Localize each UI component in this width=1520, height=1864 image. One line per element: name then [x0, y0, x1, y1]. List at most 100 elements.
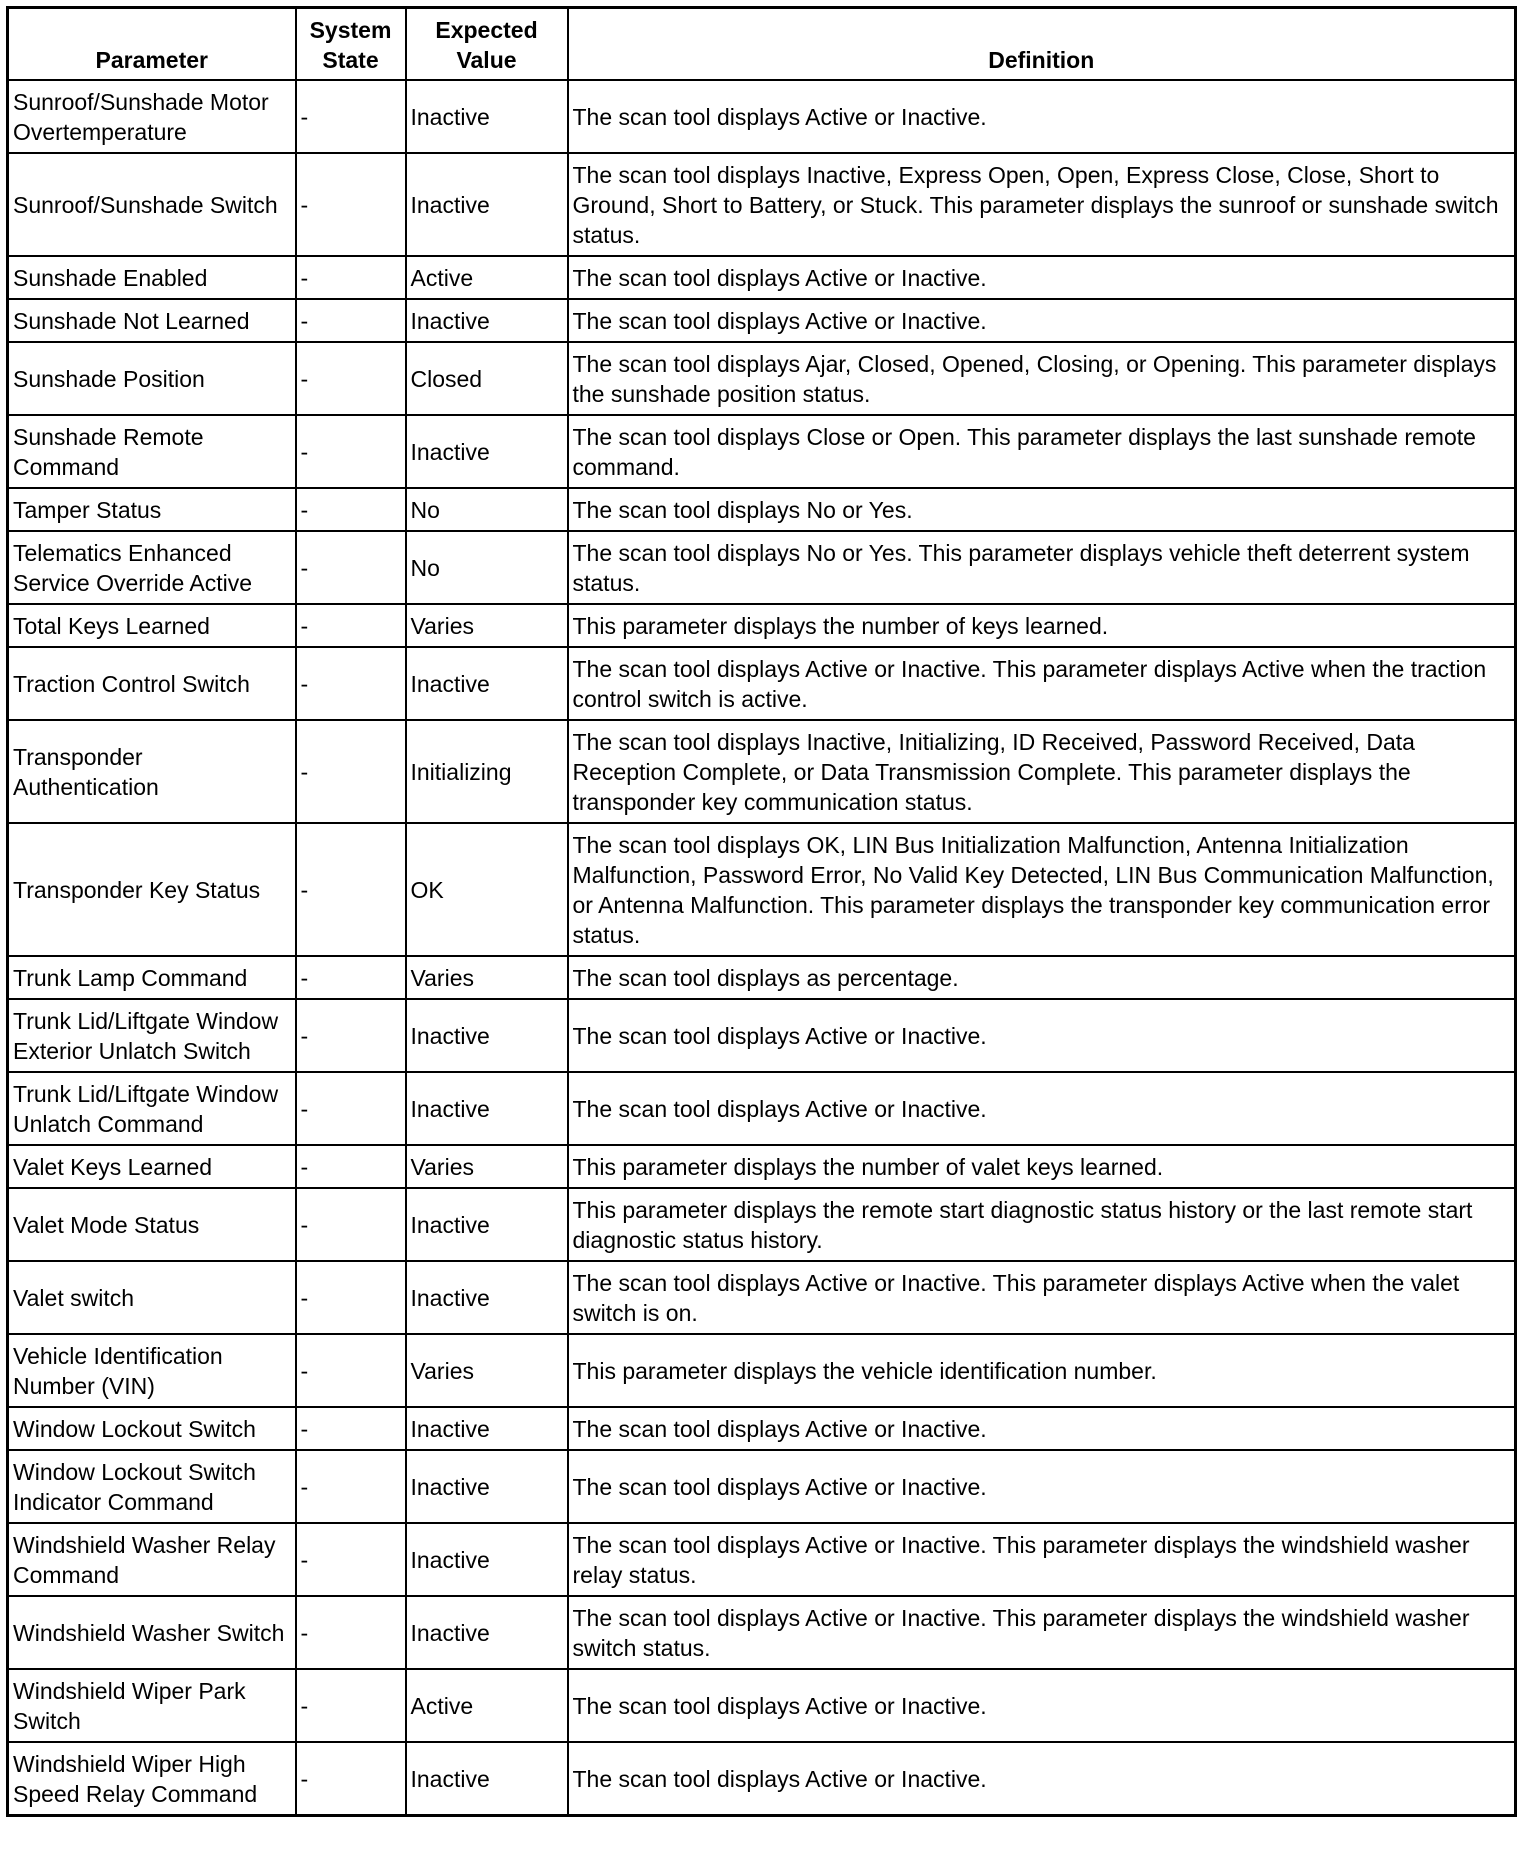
parameter-cell: Sunshade Enabled: [6, 255, 297, 300]
expected-value-cell: Inactive: [404, 1260, 569, 1335]
header-parameter: Parameter: [6, 6, 297, 81]
table-row: Total Keys Learned - Varies This parameter …: [6, 603, 1517, 648]
definition-cell: The scan tool displays No or Yes. This p…: [566, 530, 1517, 605]
parameter-cell: Tamper Status: [6, 487, 297, 532]
system-state-cell: -: [294, 79, 407, 154]
expected-value-cell: Inactive: [404, 1449, 569, 1524]
parameter-cell: Windshield Washer Switch: [6, 1595, 297, 1670]
parameter-cell: Sunroof/Sunshade Switch: [6, 152, 297, 257]
expected-value-cell: Inactive: [404, 414, 569, 489]
definition-cell: This parameter displays the remote start…: [566, 1187, 1517, 1262]
header-expected-value: Expected Value: [404, 6, 569, 81]
system-state-cell: -: [294, 1260, 407, 1335]
table-row: Trunk Lamp Command - Varies The scan tool d…: [6, 955, 1517, 1000]
parameter-cell: Valet Keys Learned: [6, 1144, 297, 1189]
system-state-cell: -: [294, 341, 407, 416]
system-state-cell: -: [294, 1406, 407, 1451]
expected-value-cell: Inactive: [404, 1071, 569, 1146]
system-state-cell: -: [294, 1741, 407, 1817]
expected-value-cell: Varies: [404, 1333, 569, 1408]
definition-cell: The scan tool displays Active or Inactiv…: [566, 1741, 1517, 1817]
table-row: Telematics Enhanced Service Override Act…: [6, 530, 1517, 605]
definition-cell: The scan tool displays Active or Inactiv…: [566, 1071, 1517, 1146]
expected-value-cell: Inactive: [404, 646, 569, 721]
definition-cell: This parameter displays the vehicle iden…: [566, 1333, 1517, 1408]
expected-value-cell: Inactive: [404, 1741, 569, 1817]
table-row: Sunroof/Sunshade Motor Overtemperature - I…: [6, 79, 1517, 154]
system-state-cell: -: [294, 530, 407, 605]
table-row: Trunk Lid/Liftgate Window Unlatch Comman…: [6, 1071, 1517, 1146]
parameter-cell: Windshield Wiper High Speed Relay Comman…: [6, 1741, 297, 1817]
system-state-cell: -: [294, 1144, 407, 1189]
parameter-cell: Window Lockout Switch: [6, 1406, 297, 1451]
table-row: Valet Mode Status - Inactive This parameter…: [6, 1187, 1517, 1262]
expected-value-cell: Inactive: [404, 1187, 569, 1262]
expected-value-cell: Inactive: [404, 152, 569, 257]
table-row: Transponder Authentication - Initializing T…: [6, 719, 1517, 824]
definition-cell: The scan tool displays Active or Inactiv…: [566, 1260, 1517, 1335]
system-state-cell: -: [294, 822, 407, 957]
parameter-cell: Valet Mode Status: [6, 1187, 297, 1262]
definition-cell: The scan tool displays Inactive, Express…: [566, 152, 1517, 257]
expected-value-cell: OK: [404, 822, 569, 957]
parameter-cell: Total Keys Learned: [6, 603, 297, 648]
definition-cell: The scan tool displays Active or Inactiv…: [566, 1595, 1517, 1670]
expected-value-cell: No: [404, 487, 569, 532]
table-row: Tamper Status - No The scan tool displays N…: [6, 487, 1517, 532]
system-state-cell: -: [294, 414, 407, 489]
system-state-cell: -: [294, 1595, 407, 1670]
definition-cell: The scan tool displays Inactive, Initial…: [566, 719, 1517, 824]
expected-value-cell: Varies: [404, 1144, 569, 1189]
table-row: Trunk Lid/Liftgate Window Exterior Unlat…: [6, 998, 1517, 1073]
table-row: Valet Keys Learned - Varies This parameter …: [6, 1144, 1517, 1189]
definition-cell: The scan tool displays Active or Inactiv…: [566, 1406, 1517, 1451]
parameter-cell: Telematics Enhanced Service Override Act…: [6, 530, 297, 605]
table-row: Transponder Key Status - OK The scan tool d…: [6, 822, 1517, 957]
system-state-cell: -: [294, 1333, 407, 1408]
definition-cell: The scan tool displays Active or Inactiv…: [566, 998, 1517, 1073]
parameter-cell: Trunk Lid/Liftgate Window Unlatch Comman…: [6, 1071, 297, 1146]
expected-value-cell: Varies: [404, 603, 569, 648]
expected-value-cell: Inactive: [404, 1595, 569, 1670]
header-row: Parameter System State Expected Value De…: [6, 6, 1517, 81]
table-row: Windshield Washer Switch - Inactive The sca…: [6, 1595, 1517, 1670]
parameter-cell: Traction Control Switch: [6, 646, 297, 721]
system-state-cell: -: [294, 487, 407, 532]
system-state-cell: -: [294, 998, 407, 1073]
expected-value-cell: Varies: [404, 955, 569, 1000]
parameter-cell: Sunshade Not Learned: [6, 298, 297, 343]
parameter-cell: Trunk Lamp Command: [6, 955, 297, 1000]
header-definition: Definition: [566, 6, 1517, 81]
parameter-cell: Sunroof/Sunshade Motor Overtemperature: [6, 79, 297, 154]
parameter-cell: Windshield Wiper Park Switch: [6, 1668, 297, 1743]
table-row: Traction Control Switch - Inactive The scan…: [6, 646, 1517, 721]
parameter-table: Parameter System State Expected Value De…: [6, 6, 1517, 1817]
expected-value-cell: Active: [404, 255, 569, 300]
table-row: Sunshade Remote Command - Inactive The scan…: [6, 414, 1517, 489]
definition-cell: The scan tool displays Active or Inactiv…: [566, 255, 1517, 300]
system-state-cell: -: [294, 955, 407, 1000]
expected-value-cell: Inactive: [404, 1522, 569, 1597]
table-row: Sunshade Position - Closed The scan tool di…: [6, 341, 1517, 416]
expected-value-cell: Inactive: [404, 998, 569, 1073]
definition-cell: The scan tool displays Active or Inactiv…: [566, 1449, 1517, 1524]
system-state-cell: -: [294, 298, 407, 343]
definition-cell: The scan tool displays OK, LIN Bus Initi…: [566, 822, 1517, 957]
parameter-cell: Windshield Washer Relay Command: [6, 1522, 297, 1597]
system-state-cell: -: [294, 646, 407, 721]
parameter-cell: Sunshade Position: [6, 341, 297, 416]
definition-cell: The scan tool displays as percentage.: [566, 955, 1517, 1000]
parameter-cell: Vehicle Identification Number (VIN): [6, 1333, 297, 1408]
parameter-cell: Trunk Lid/Liftgate Window Exterior Unlat…: [6, 998, 297, 1073]
system-state-cell: -: [294, 1187, 407, 1262]
table-row: Vehicle Identification Number (VIN) - Vari…: [6, 1333, 1517, 1408]
header-system-state: System State: [294, 6, 407, 81]
table-row: Valet switch - Inactive The scan tool displ…: [6, 1260, 1517, 1335]
system-state-cell: -: [294, 255, 407, 300]
table-row: Window Lockout Switch - Inactive The scan t…: [6, 1406, 1517, 1451]
expected-value-cell: Inactive: [404, 298, 569, 343]
definition-cell: This parameter displays the number of ke…: [566, 603, 1517, 648]
definition-cell: The scan tool displays Ajar, Closed, Ope…: [566, 341, 1517, 416]
system-state-cell: -: [294, 1449, 407, 1524]
definition-cell: This parameter displays the number of va…: [566, 1144, 1517, 1189]
